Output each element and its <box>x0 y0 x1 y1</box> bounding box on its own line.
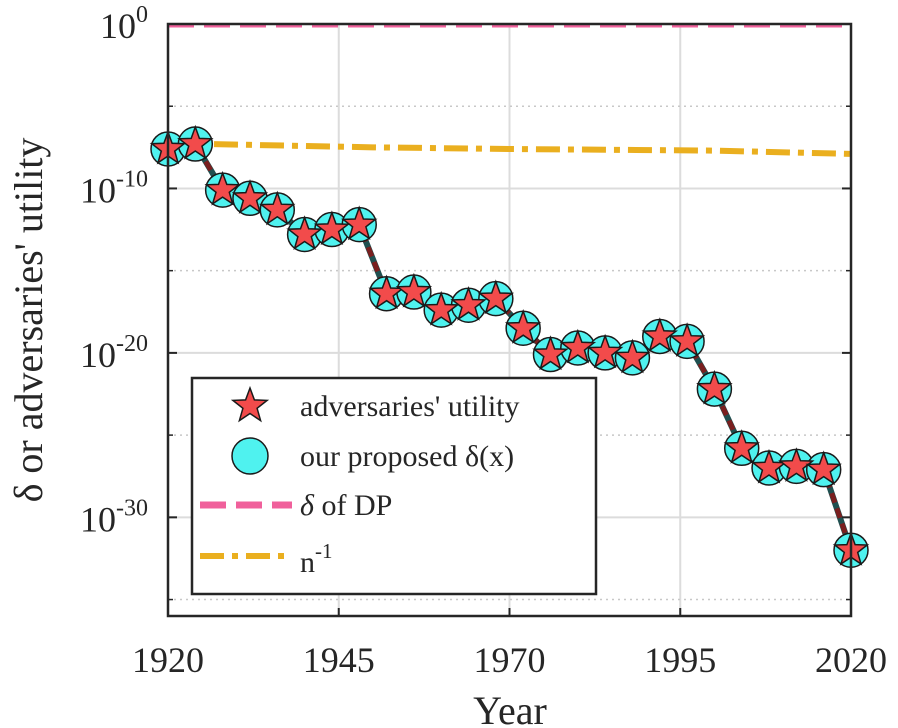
y-tick-label: 10-10 <box>80 166 148 210</box>
adversaries-utility-marker <box>778 447 815 482</box>
legend-circle-icon <box>231 437 269 475</box>
y-tick-label: 100 <box>100 2 148 46</box>
adversaries-utility-marker <box>177 124 214 160</box>
x-ticks: 1920 1945 1970 1995 2020 <box>132 608 887 680</box>
adversaries-utility-marker <box>805 450 842 486</box>
adversaries-utility-marker <box>395 272 433 308</box>
adversaries-utility-marker <box>723 429 760 464</box>
adversaries-utility-marker <box>259 190 296 226</box>
adversaries-utility-marker <box>450 286 487 321</box>
y-tick-label: 10-20 <box>80 331 148 375</box>
y-tick-label: 10-30 <box>80 495 148 539</box>
adversaries-utility-marker <box>668 322 706 357</box>
adversaries-utility-marker <box>586 333 624 369</box>
y-ticks: 100 10-10 10-20 10-30 <box>80 2 851 601</box>
x-axis-label: Year <box>473 688 547 728</box>
legend-label-adversaries-utility: adversaries' utility <box>300 390 520 423</box>
x-tick-label: 1945 <box>303 640 375 680</box>
adversaries-utility-marker <box>286 215 323 250</box>
adversaries-utility-marker <box>559 328 597 364</box>
adversaries-utility-marker <box>696 369 733 405</box>
legend-star-icon <box>230 385 270 423</box>
marker-layer <box>149 124 870 568</box>
adversaries-utility-marker <box>313 210 351 246</box>
legend-label-delta-of-dp: δ of DP <box>300 489 392 522</box>
x-tick-label: 1995 <box>644 640 716 680</box>
x-tick-label: 1920 <box>132 640 204 680</box>
adversaries-utility-marker <box>204 170 241 206</box>
y-axis-label: δ or adversaries' utility <box>6 138 51 503</box>
adversaries-utility-marker <box>341 205 378 241</box>
legend: adversaries' utility our proposed δ(x) δ o… <box>190 376 598 596</box>
legend-label-proposed-delta: our proposed δ(x) <box>300 440 514 473</box>
adversaries-utility-marker <box>614 338 651 374</box>
adversaries-utility-marker <box>532 335 569 371</box>
adversaries-utility-marker <box>422 290 460 326</box>
adversaries-utility-marker <box>231 179 269 214</box>
adversaries-utility-marker <box>504 309 542 344</box>
adversaries-utility-marker <box>641 317 678 352</box>
x-tick-label: 1970 <box>474 640 546 680</box>
adversaries-utility-marker <box>477 279 515 315</box>
legend-label-n-inverse: n-1 <box>300 539 333 579</box>
x-tick-label: 2020 <box>815 640 887 680</box>
